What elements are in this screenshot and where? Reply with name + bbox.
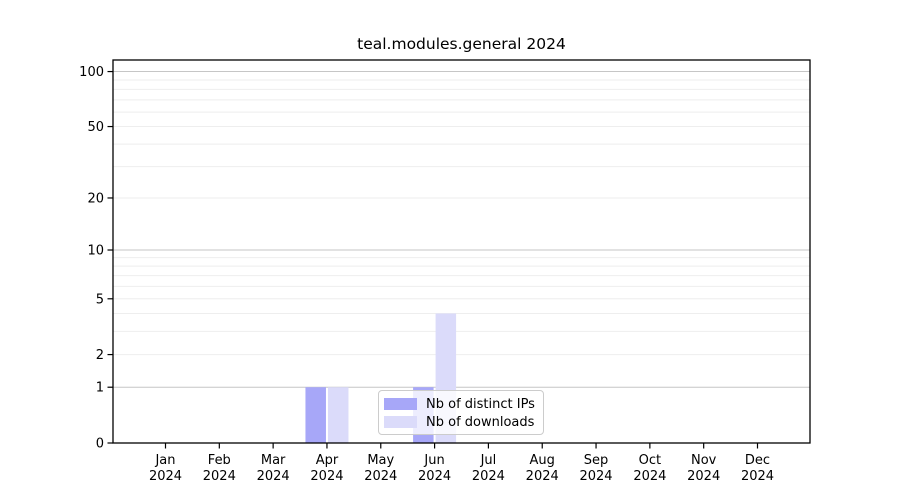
y-tick-label: 20 (87, 191, 104, 206)
legend-swatch-downloads-icon (384, 416, 417, 428)
legend: Nb of distinct IPs Nb of downloads (378, 390, 544, 435)
y-tick-label: 5 (96, 292, 104, 307)
x-tick-label-year: 2024 (418, 469, 451, 484)
y-tick-label: 0 (96, 437, 104, 452)
x-tick-label-year: 2024 (687, 469, 720, 484)
x-tick-label-year: 2024 (310, 469, 343, 484)
x-tick-label-year: 2024 (203, 469, 236, 484)
legend-label-downloads: Nb of downloads (426, 414, 535, 430)
x-tick-label-year: 2024 (633, 469, 666, 484)
legend-label-distinct-ips: Nb of distinct IPs (426, 396, 535, 412)
x-tick-label-month: Jul (480, 453, 497, 468)
chart-title: teal.modules.general 2024 (357, 35, 566, 53)
x-tick-label-month: Sep (584, 453, 609, 468)
x-tick-label-year: 2024 (526, 469, 559, 484)
x-tick-label-year: 2024 (472, 469, 505, 484)
x-tick-label-year: 2024 (257, 469, 290, 484)
x-tick-label-month: Apr (316, 453, 339, 468)
x-tick-label-month: Nov (691, 453, 717, 468)
x-tick-label-month: Aug (530, 453, 555, 468)
y-tick-label: 100 (79, 65, 104, 80)
x-tick-label-month: May (367, 453, 394, 468)
legend-swatch-distinct-ips-icon (384, 398, 417, 410)
y-tick-label: 2 (96, 348, 104, 363)
x-tick-label-year: 2024 (149, 469, 182, 484)
legend-entry-downloads: Nb of downloads (384, 414, 537, 430)
x-tick-label-year: 2024 (364, 469, 397, 484)
x-tick-label-month: Jun (423, 453, 444, 468)
y-tick-label: 50 (87, 120, 104, 135)
x-tick-label-month: Oct (639, 453, 661, 468)
x-tick-label-year: 2024 (579, 469, 612, 484)
x-tick-label-month: Mar (261, 453, 286, 468)
x-tick-label-month: Feb (208, 453, 231, 468)
y-tick-label: 1 (96, 381, 104, 396)
x-tick-label-month: Dec (745, 453, 770, 468)
plot-border (112, 59, 811, 444)
bar-distinct-ips (305, 387, 326, 443)
y-tick-label: 10 (87, 244, 104, 259)
x-tick-label-year: 2024 (741, 469, 774, 484)
bar-downloads (327, 387, 349, 443)
legend-entry-distinct-ips: Nb of distinct IPs (384, 396, 537, 412)
x-tick-label-month: Jan (154, 453, 175, 468)
